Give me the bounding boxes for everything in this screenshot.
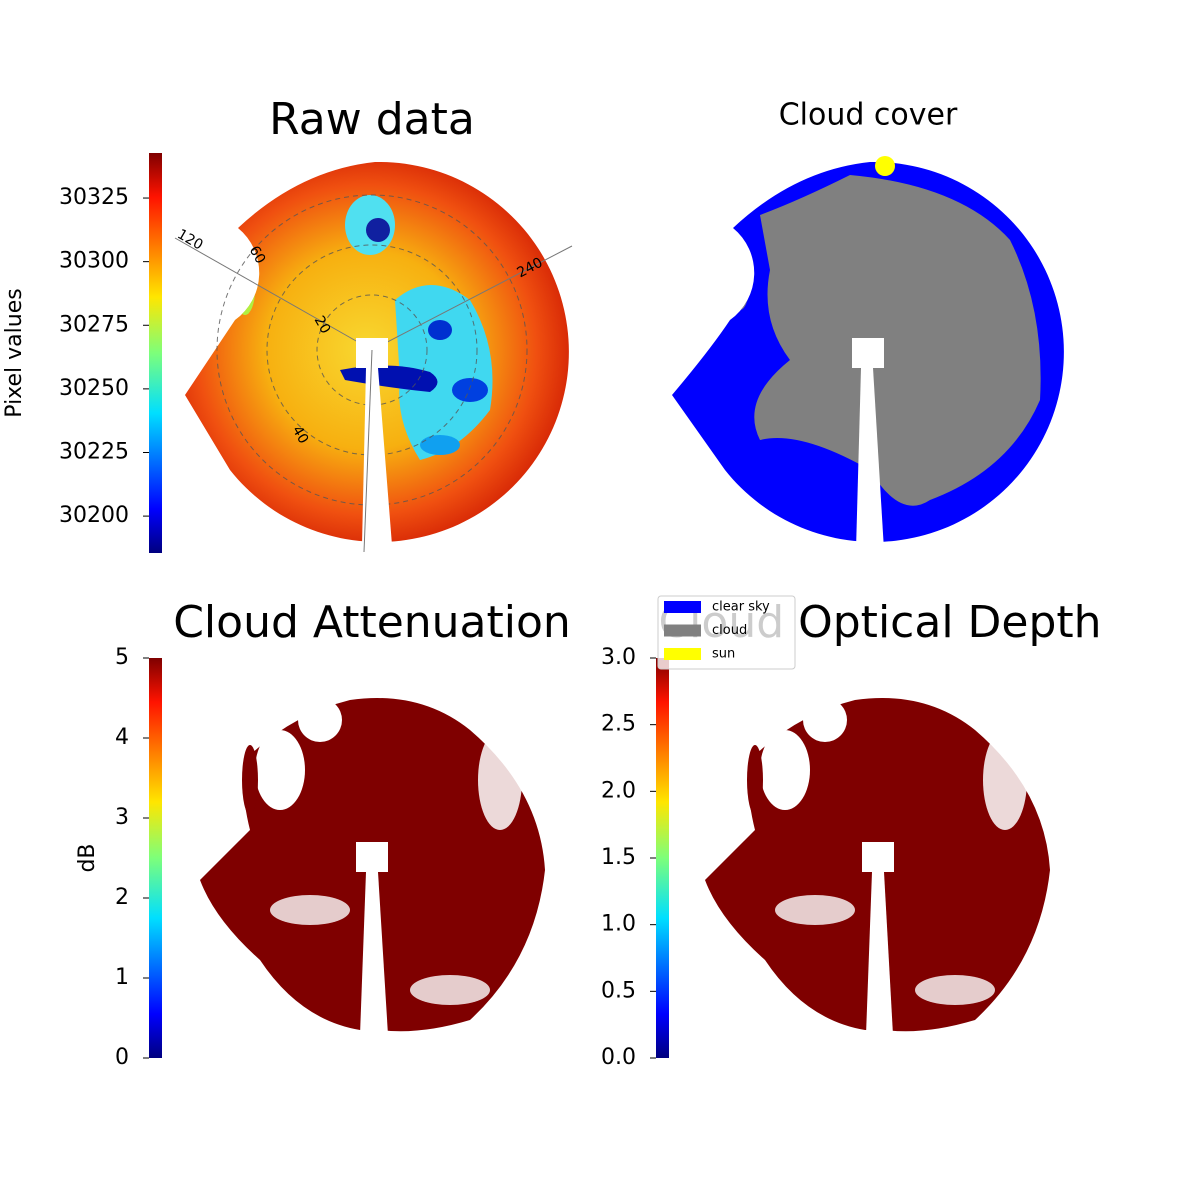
attenuation-image [200,698,545,1035]
colorbar-label: dB [75,843,100,872]
panel-title: Raw data [269,94,475,145]
sun-marker [875,156,895,176]
colorbar-tick-label: 30200 [59,503,129,528]
colorbar-tick-label: 2 [115,885,129,910]
colorbar-tick-label: 0.5 [601,978,636,1003]
colorbar-tick-label: 30325 [59,185,129,210]
colorbar-tick-label: 5 [115,645,129,670]
colorbar-tick-label: 30275 [59,312,129,337]
depth-image [705,698,1050,1035]
panel-title: Cloud Attenuation [173,597,571,648]
colorbar-tick-label: 2.0 [601,778,636,803]
colorbar-tick-label: 3 [115,805,129,830]
legend-swatch [664,601,701,613]
colorbar-tick-label: 4 [115,725,129,750]
colorbar-tick-label: 2.5 [601,712,636,737]
zenith-label: 20 [311,313,334,336]
colorbar-tick-label: 3.0 [601,645,636,670]
colorbar-tick-label: 30250 [59,376,129,401]
legend-label: cloud [712,623,747,638]
colorbar [149,153,162,553]
panel-title: Cloud cover [779,98,958,133]
raw-image [174,161,573,553]
cloud-image [672,161,1064,550]
colorbar-tick-label: 30225 [59,439,129,464]
colorbar-tick-label: 0.0 [601,1045,636,1070]
colorbar-tick-label: 30300 [59,249,129,274]
colorbar-tick-label: 1.5 [601,845,636,870]
legend-label: clear sky [712,600,770,615]
azimuth-label: 120 [174,226,205,253]
legend-swatch [664,624,701,637]
zenith-label: 40 [289,423,312,446]
legend-swatch [664,648,701,660]
legend-label: sun [712,647,735,662]
colorbar [656,658,669,1058]
colorbar-tick-label: 1 [115,965,129,990]
colorbar [149,658,162,1058]
zenith-label: 60 [246,243,269,266]
colorbar-label: Pixel values [2,288,27,417]
colorbar-tick-label: 1.0 [601,912,636,937]
colorbar-tick-label: 0 [115,1045,129,1070]
